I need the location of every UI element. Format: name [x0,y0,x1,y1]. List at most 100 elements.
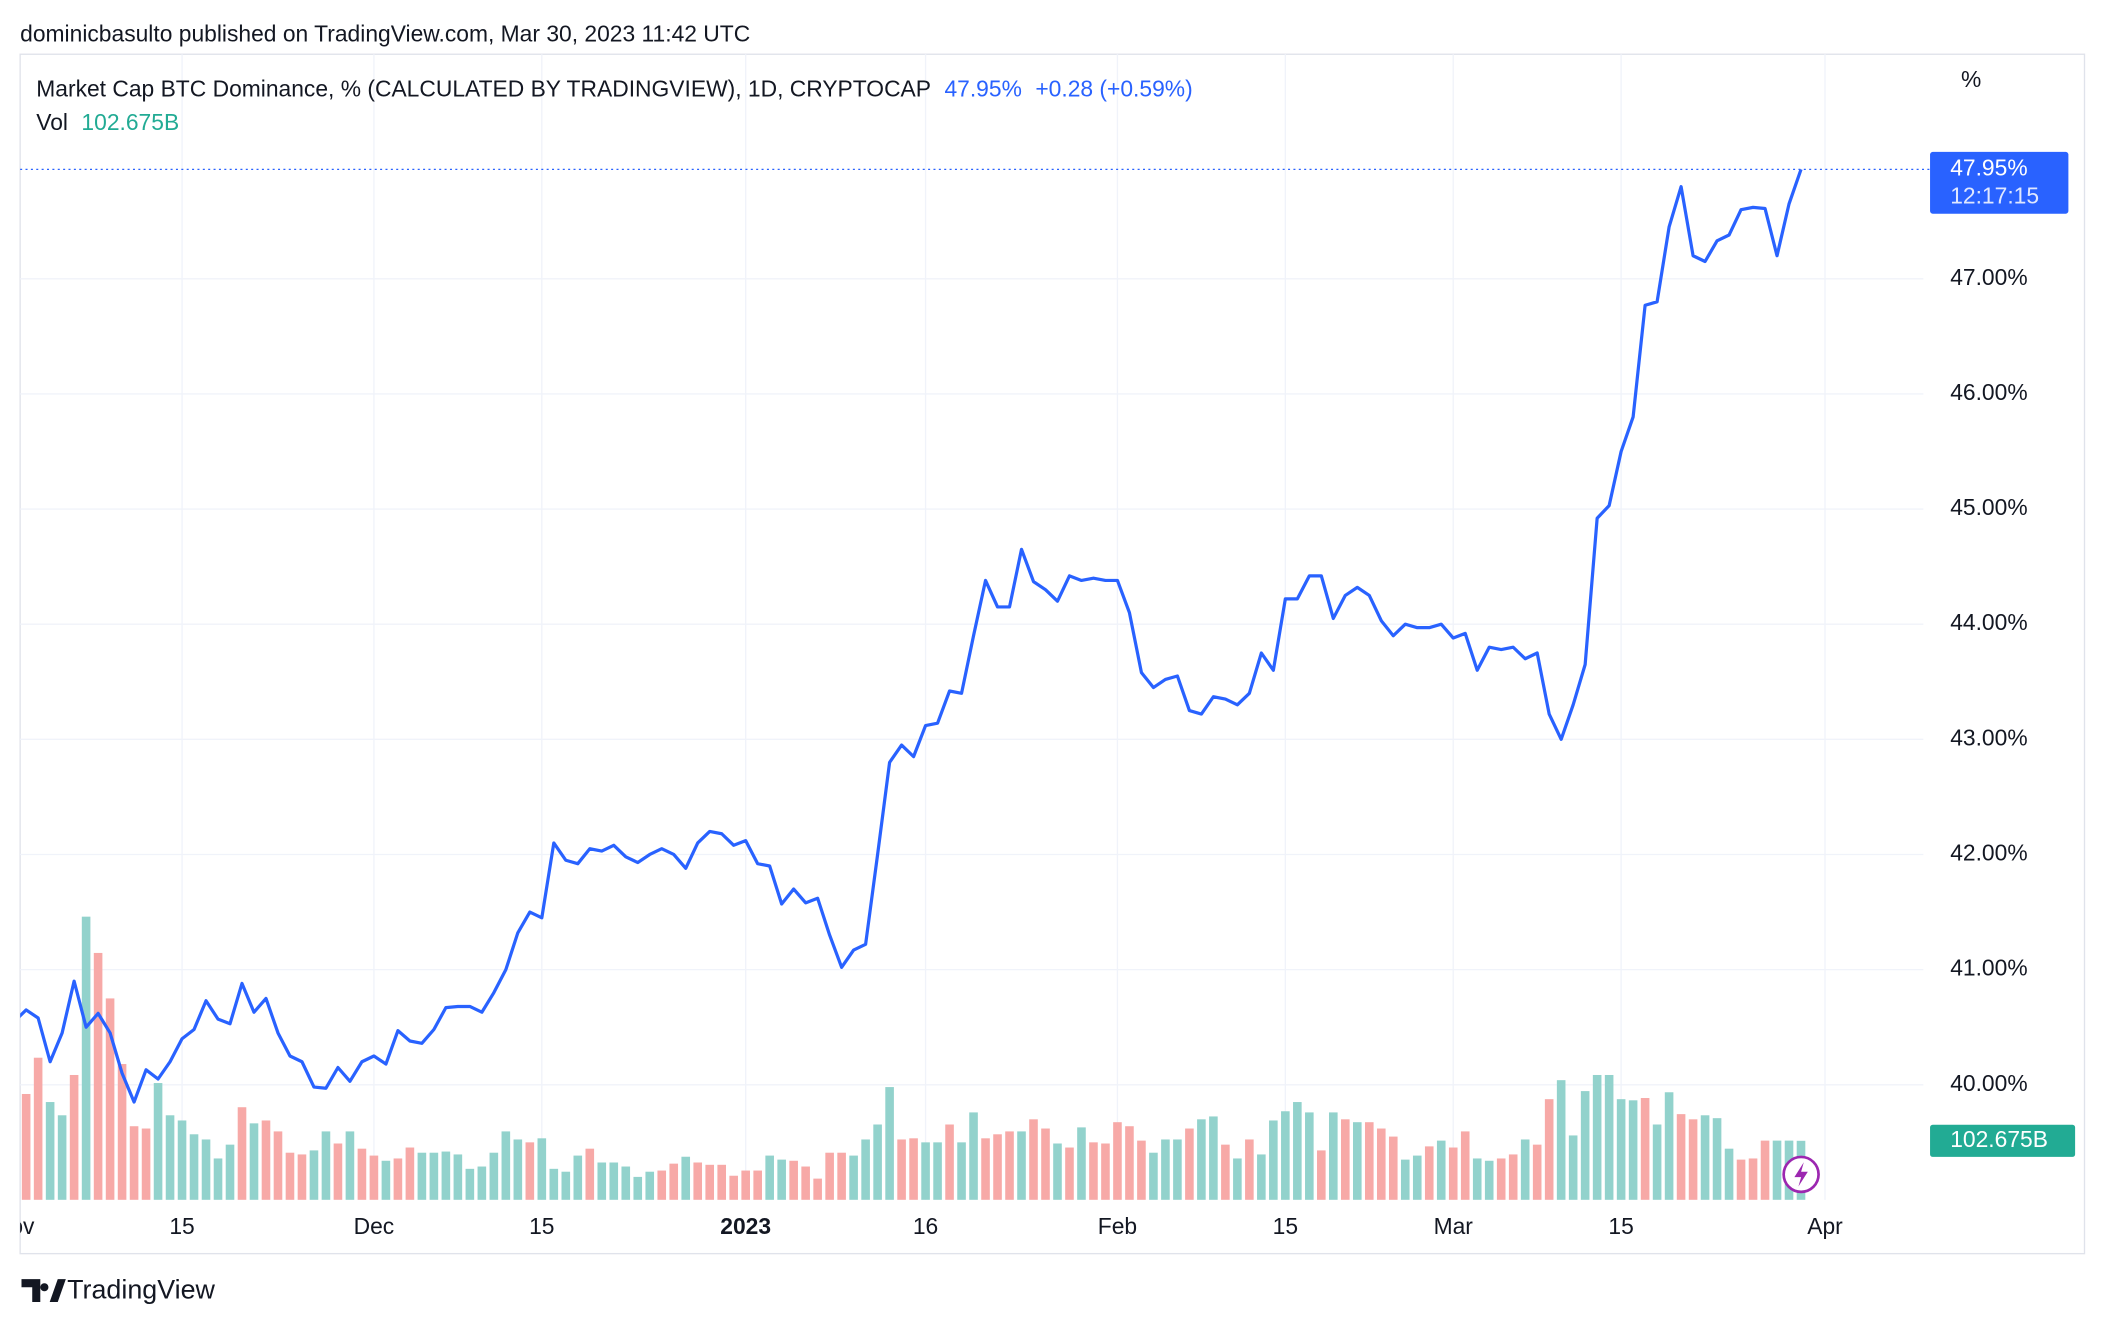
x-tick-label: Feb [1098,1213,1137,1239]
volume-bar [1029,1119,1038,1200]
volume-bar [729,1175,738,1200]
last-price-label: 47.95% [1950,154,2027,180]
volume-bar [513,1139,523,1200]
volume-last: 102.675B [81,109,179,135]
volume-bar [1412,1155,1422,1200]
plot [20,168,1806,1200]
volume-bar [453,1154,463,1200]
volume-bar [1245,1139,1254,1200]
volume-bar [1257,1154,1266,1200]
volume-bar [1101,1143,1110,1200]
volume-bar [477,1166,487,1200]
x-tick-label: 2023 [720,1213,771,1239]
x-tick-label: 15 [1273,1213,1298,1239]
volume-bar [1592,1074,1602,1200]
volume-bar [381,1160,391,1200]
volume-bar [465,1168,475,1200]
volume-bar [681,1156,691,1200]
volume-bar [1760,1140,1770,1200]
volume-bar [1460,1131,1470,1200]
volume-bar [969,1112,978,1200]
volume-bar [405,1147,415,1200]
volume-bar [1341,1119,1350,1200]
volume-bar [441,1151,451,1200]
volume-bar [1544,1099,1554,1200]
legend-last: 47.95% [944,76,1021,102]
volume-bar [1293,1102,1302,1200]
volume-bar [861,1139,870,1200]
volume-bar [21,1093,31,1200]
last-volume-label: 102.675B [1950,1126,2048,1152]
volume-bar [1772,1140,1782,1200]
volume-bar [1161,1139,1170,1200]
volume-bar [417,1152,427,1200]
volume-bar [1281,1111,1290,1200]
x-tick-label: Nov [0,1213,35,1239]
volume-bar [93,952,103,1200]
volume-bar [537,1138,547,1200]
volume-bar [873,1124,882,1200]
volume-bar [1508,1154,1518,1200]
volume-bar [189,1134,199,1200]
volume-bar [1568,1135,1578,1200]
volume-bar [813,1178,822,1200]
volume-bar [957,1142,966,1200]
volume-bar [1640,1098,1650,1200]
volume-bar [1149,1152,1158,1200]
y-tick-label: 45.00% [1950,494,2027,520]
volume-bar [1724,1148,1734,1200]
volume-bar [597,1162,607,1200]
y-tick-label: 43.00% [1950,724,2027,750]
volume-bar [1173,1139,1182,1200]
y-tick-label: 46.00% [1950,379,2027,405]
last-price-box [1930,151,2069,214]
volume-bar [801,1166,810,1200]
volume-bar [237,1107,247,1200]
volume-bar [585,1148,595,1200]
volume-bar [1556,1080,1566,1200]
x-tick-label: 15 [529,1213,554,1239]
volume-bar [1065,1147,1074,1200]
frame [19,53,2086,1255]
countdown-label: 12:17:15 [1950,183,2039,209]
volume-bar [501,1131,511,1200]
volume-bar [885,1087,894,1200]
volume-bar [81,916,91,1200]
volume-bar [177,1120,187,1200]
volume-bar [621,1166,631,1200]
legend-change: +0.28 (+0.59%) [1035,76,1192,102]
x-tick-label: Mar [1434,1213,1474,1239]
volume-bar [1221,1144,1230,1200]
y-tick-label: 47.00% [1950,264,2027,290]
volume-bar [1137,1140,1146,1200]
volume-bar [549,1168,559,1200]
volume-bar [1496,1158,1506,1200]
volume-bar [897,1139,906,1200]
volume-bar [1113,1122,1122,1200]
volume-bar [333,1143,343,1200]
volume-bar [1305,1112,1314,1200]
volume-bar [1712,1118,1722,1200]
volume-bar [105,998,115,1200]
volume-bar [369,1155,379,1200]
volume-bar [1736,1159,1746,1200]
volume-bar [1616,1099,1626,1200]
volume-bar [285,1152,295,1200]
volume-bar [609,1162,619,1200]
volume-bar [933,1142,942,1200]
y-tick-label: 40.00% [1950,1070,2027,1096]
volume-bar [657,1170,667,1200]
volume-bar [429,1152,439,1200]
x-tick-label: 15 [1608,1213,1633,1239]
volume-bar [1436,1140,1446,1200]
volume-bar [33,1057,43,1200]
volume-name: Vol [36,109,68,135]
volume-bar [1628,1100,1638,1200]
volume-bar [693,1162,703,1200]
volume-bar [1197,1119,1206,1200]
volume-bar [1388,1136,1398,1200]
volume-bar [345,1131,355,1200]
volume-bar [741,1170,750,1200]
